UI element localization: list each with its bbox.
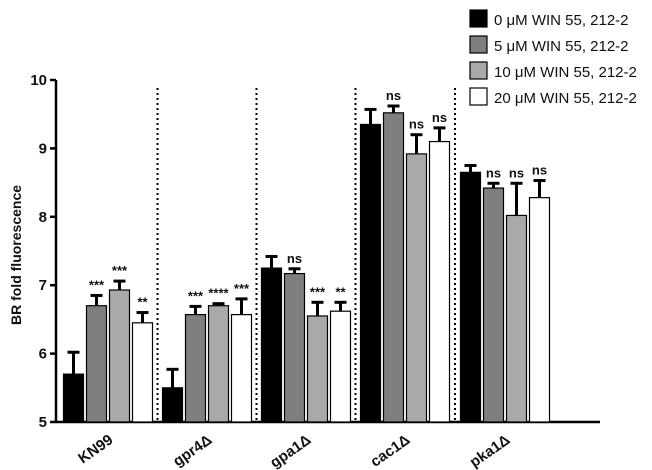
bar: [85, 305, 108, 423]
bar: [260, 267, 283, 423]
bar: [62, 373, 85, 423]
significance-label: ns: [409, 117, 424, 132]
bar: [329, 310, 352, 423]
category-labels: KN99 gpr4Δ gpa1Δ cac1Δ pka1Δ: [75, 431, 513, 470]
legend-label: 10 μM WIN 55, 212-2: [494, 64, 637, 81]
significance-label: ns: [532, 163, 547, 178]
y-tick-label: 7: [39, 277, 47, 294]
bar: [283, 272, 306, 423]
significance-label: ns: [287, 251, 302, 266]
significance-label: ***: [188, 288, 204, 303]
bar: [482, 187, 505, 423]
bar: [382, 112, 405, 423]
bar: [505, 214, 528, 423]
legend-swatch: [469, 35, 488, 54]
legend-swatch: [469, 87, 488, 106]
bar: [161, 387, 184, 423]
category-label: pka1Δ: [467, 431, 514, 470]
significance-label: ****: [208, 286, 229, 301]
legend-label: 0 μM WIN 55, 212-2: [494, 12, 629, 29]
group-separators: [156, 88, 456, 422]
category-label: gpr4Δ: [170, 431, 215, 470]
bars: [62, 112, 551, 423]
bar: [131, 322, 154, 423]
significance-label: ***: [234, 281, 250, 296]
significance-label: ***: [89, 277, 105, 292]
y-tick-label: 6: [39, 346, 47, 363]
legend-swatch: [469, 61, 488, 80]
bar: [359, 123, 382, 423]
bar: [428, 140, 451, 423]
legend-label: 20 μM WIN 55, 212-2: [494, 90, 637, 107]
y-tick-label: 8: [39, 209, 47, 226]
bar: [184, 314, 207, 423]
category-label: cac1Δ: [367, 431, 413, 470]
bar: [207, 305, 230, 423]
y-tick-label: 10: [30, 72, 47, 89]
legend-label: 5 μM WIN 55, 212-2: [494, 38, 629, 55]
bar: [405, 153, 428, 423]
significance-label: ns: [509, 165, 524, 180]
bar: [108, 289, 131, 423]
category-label: gpa1Δ: [267, 431, 314, 470]
significance-label: ns: [432, 110, 447, 125]
significance-label: ns: [486, 165, 501, 180]
error-bars: [67, 104, 546, 388]
y-tick-label: 5: [39, 414, 47, 431]
legend-swatch: [469, 9, 488, 28]
bar: [306, 315, 329, 423]
significance-label: ns: [386, 88, 401, 103]
bar: [528, 197, 551, 423]
significance-label: **: [137, 295, 148, 310]
significance-label: **: [335, 284, 346, 299]
category-label: KN99: [75, 431, 116, 467]
significance-label: ***: [112, 263, 128, 278]
bar: [459, 171, 482, 423]
y-tick-label: 9: [39, 140, 47, 157]
legend: 0 μM WIN 55, 212-2 5 μM WIN 55, 212-2 10 μ…: [469, 9, 637, 107]
bar: [230, 314, 253, 423]
significance-label: ***: [310, 284, 326, 299]
y-axis-title: BR fold fluorescence: [8, 185, 24, 325]
